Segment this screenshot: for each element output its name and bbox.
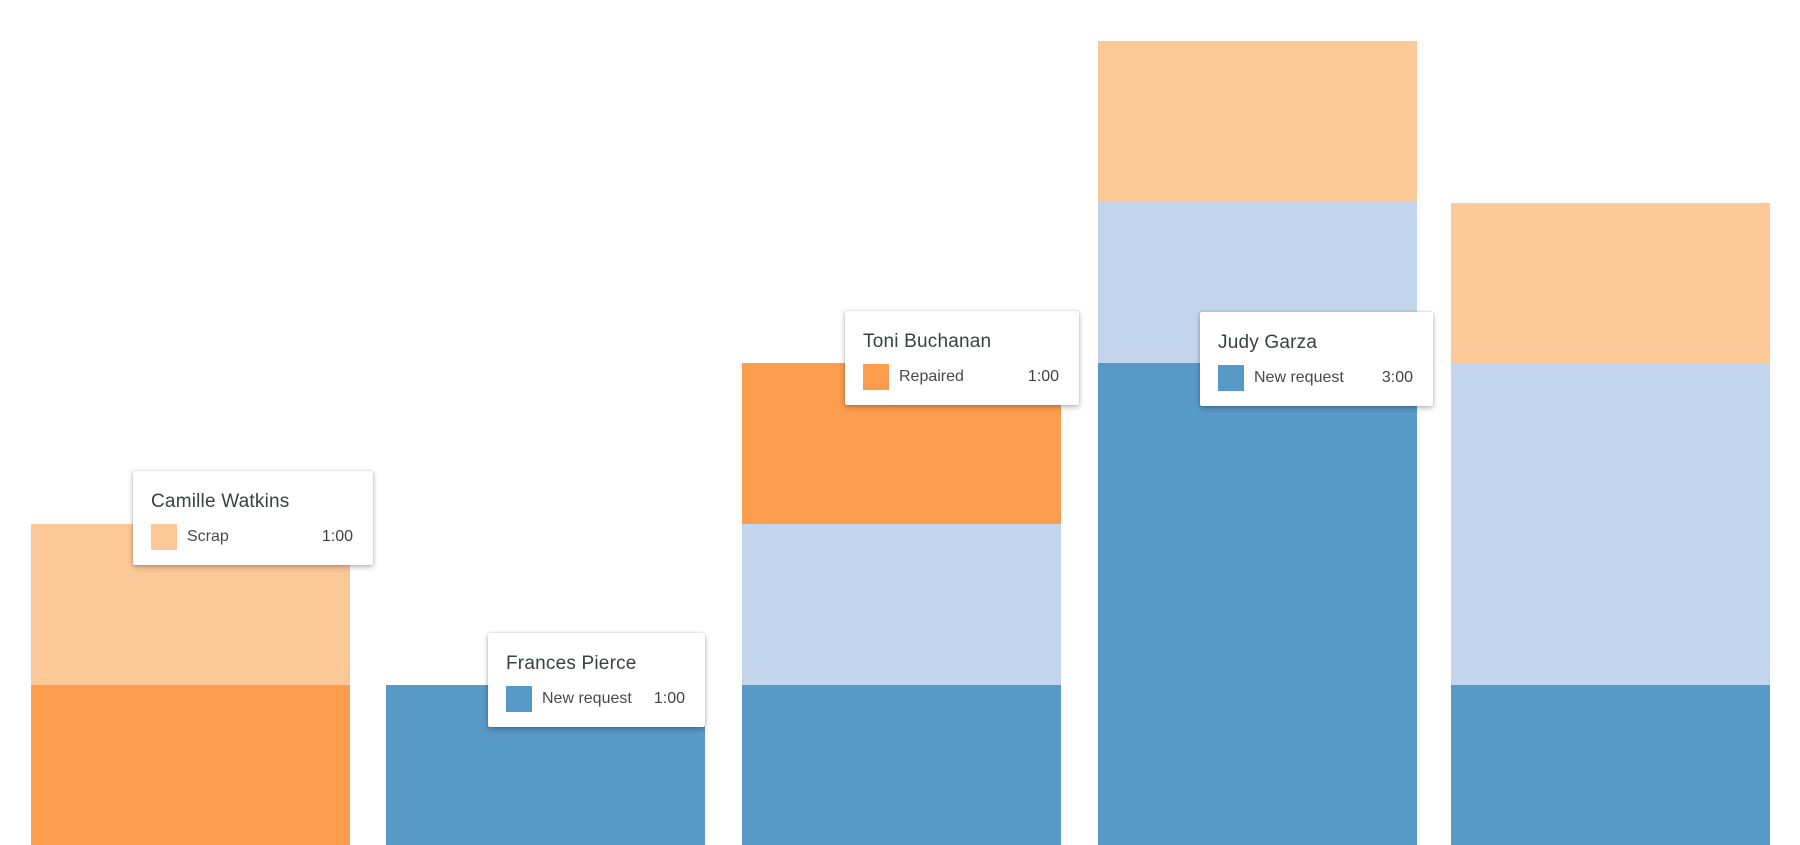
tooltip-status-row: New request 3:00 <box>1218 365 1413 391</box>
duration-value: 1:00 <box>653 690 685 707</box>
bar-4-segment-scrap[interactable] <box>1098 41 1417 202</box>
status-label: Repaired <box>899 368 964 385</box>
tooltip-frances-pierce: Frances Pierce New request 1:00 <box>488 633 705 727</box>
scrap-color-swatch <box>151 524 177 550</box>
tooltip-person-name: Toni Buchanan <box>863 331 992 352</box>
duration-value: 1:00 <box>1027 368 1059 385</box>
tooltip-status-row: New request 1:00 <box>506 686 685 712</box>
bar-4-segment-new_request[interactable] <box>1098 363 1417 845</box>
status-label: New request <box>542 690 632 707</box>
tooltip-person-name: Judy Garza <box>1218 332 1318 353</box>
duration-value: 3:00 <box>1381 369 1413 386</box>
tooltip-status-row: Scrap 1:00 <box>151 524 353 550</box>
bar-1 <box>31 0 350 845</box>
duration-value: 1:00 <box>321 528 353 545</box>
bar-5-segment-scrap[interactable] <box>1451 203 1770 363</box>
status-label: New request <box>1254 369 1344 386</box>
repaired-color-swatch <box>863 364 889 390</box>
tooltip-toni-buchanan: Toni Buchanan Repaired 1:00 <box>845 311 1079 405</box>
bar-3-segment-light_blue[interactable] <box>742 524 1061 685</box>
bar-3-segment-new_request[interactable] <box>742 685 1061 845</box>
tooltip-status-row: Repaired 1:00 <box>863 364 1059 390</box>
bar-4 <box>1098 0 1417 845</box>
tooltip-judy-garza: Judy Garza New request 3:00 <box>1200 312 1433 406</box>
bar-5-segment-light_blue[interactable] <box>1451 363 1770 685</box>
new-request-color-swatch <box>506 686 532 712</box>
bar-3 <box>742 0 1061 845</box>
bar-5 <box>1451 0 1770 845</box>
new-request-color-swatch <box>1218 365 1244 391</box>
status-label: Scrap <box>187 528 229 545</box>
bar-5-segment-new_request[interactable] <box>1451 685 1770 845</box>
tooltip-camille-watkins: Camille Watkins Scrap 1:00 <box>133 471 373 565</box>
tooltip-person-name: Frances Pierce <box>506 653 637 674</box>
bar-1-segment-repaired[interactable] <box>31 685 350 845</box>
tooltip-person-name: Camille Watkins <box>151 491 290 512</box>
